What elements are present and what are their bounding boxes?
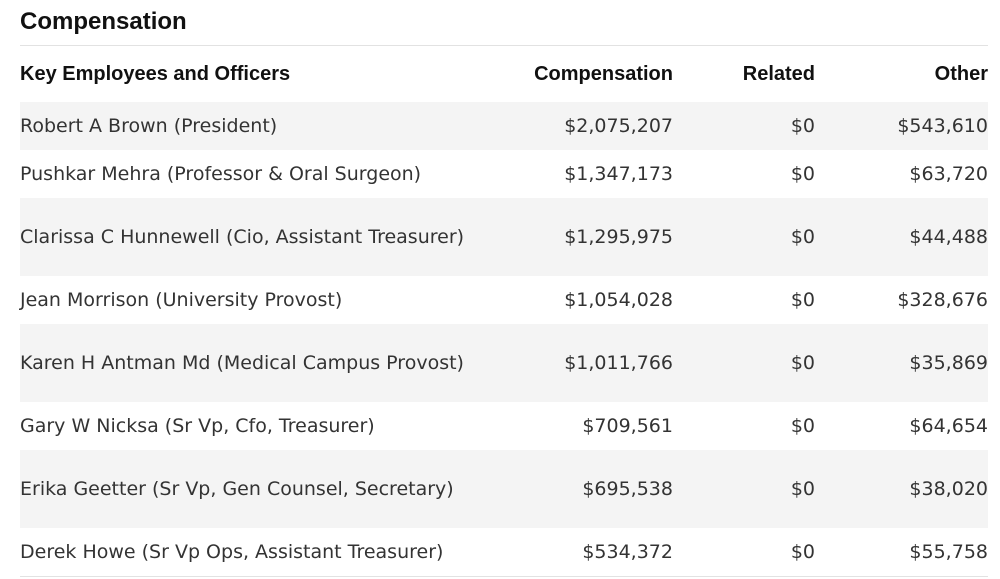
employee-name: Pushkar Mehra (Professor & Oral Surgeon) [20, 163, 422, 185]
employee-name: Karen H Antman Md (Medical Campus Provos… [20, 352, 464, 374]
table-row: Gary W Nicksa (Sr Vp, Cfo, Treasurer) $7… [20, 402, 988, 450]
table-row: Robert A Brown (President) $2,075,207 $0… [20, 102, 988, 150]
compensation-value: $695,538 [582, 478, 673, 500]
other-value: $64,654 [909, 415, 988, 437]
related-value: $0 [790, 226, 815, 248]
related-value: $0 [790, 541, 815, 563]
compensation-value: $534,372 [582, 541, 673, 563]
header-compensation: Compensation [534, 62, 673, 85]
compensation-value: $1,347,173 [564, 163, 673, 185]
other-value: $63,720 [909, 163, 988, 185]
compensation-value: $1,011,766 [564, 352, 673, 374]
related-value: $0 [790, 289, 815, 311]
other-value: $38,020 [909, 478, 988, 500]
header-related: Related [742, 62, 815, 85]
title-divider [20, 45, 988, 46]
other-value: $328,676 [897, 289, 988, 311]
table-row: Pushkar Mehra (Professor & Oral Surgeon)… [20, 150, 988, 198]
table-row: Erika Geetter (Sr Vp, Gen Counsel, Secre… [20, 450, 988, 528]
employee-name: Gary W Nicksa (Sr Vp, Cfo, Treasurer) [20, 415, 375, 437]
related-value: $0 [790, 352, 815, 374]
related-value: $0 [790, 415, 815, 437]
other-value: $35,869 [909, 352, 988, 374]
related-value: $0 [790, 115, 815, 137]
compensation-value: $1,295,975 [564, 226, 673, 248]
employee-name: Derek Howe (Sr Vp Ops, Assistant Treasur… [20, 541, 444, 563]
table-header: Key Employees and Officers Compensation … [20, 46, 988, 102]
table-body: Robert A Brown (President) $2,075,207 $0… [20, 102, 988, 576]
employee-name: Erika Geetter (Sr Vp, Gen Counsel, Secre… [20, 478, 454, 500]
related-value: $0 [790, 163, 815, 185]
table-row: Karen H Antman Md (Medical Campus Provos… [20, 324, 988, 402]
table-row: Clarissa C Hunnewell (Cio, Assistant Tre… [20, 198, 988, 276]
employee-name: Clarissa C Hunnewell (Cio, Assistant Tre… [20, 226, 465, 248]
other-value: $543,610 [897, 115, 988, 137]
other-value: $44,488 [909, 226, 988, 248]
table-bottom-divider [20, 576, 988, 577]
compensation-table: Key Employees and Officers Compensation … [20, 46, 988, 576]
employee-name: Jean Morrison (University Provost) [20, 289, 343, 311]
header-name: Key Employees and Officers [20, 62, 291, 85]
table-row: Derek Howe (Sr Vp Ops, Assistant Treasur… [20, 528, 988, 576]
related-value: $0 [790, 478, 815, 500]
table-row: Jean Morrison (University Provost) $1,05… [20, 276, 988, 324]
header-row: Key Employees and Officers Compensation … [20, 46, 988, 102]
header-other: Other [934, 62, 988, 85]
employee-name: Robert A Brown (President) [20, 115, 278, 137]
compensation-value: $2,075,207 [564, 115, 673, 137]
compensation-value: $709,561 [582, 415, 673, 437]
compensation-value: $1,054,028 [564, 289, 673, 311]
other-value: $55,758 [909, 541, 988, 563]
section-title: Compensation [20, 8, 187, 35]
